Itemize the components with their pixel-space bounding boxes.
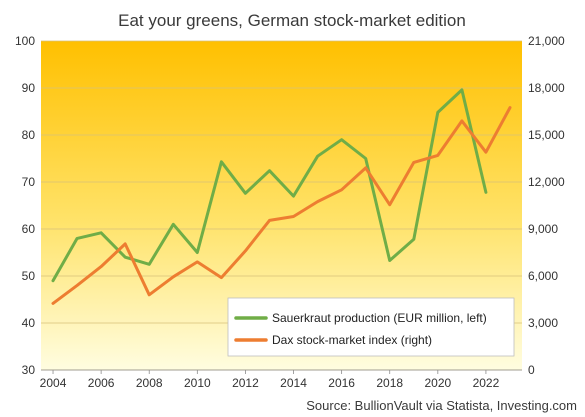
y-right-tick-label: 12,000 <box>528 175 565 189</box>
y-left-tick-label: 30 <box>22 363 36 377</box>
y-left-tick-label: 60 <box>22 222 36 236</box>
chart-title: Eat your greens, German stock-market edi… <box>118 11 466 30</box>
legend-label-dax: Dax stock-market index (right) <box>272 333 432 347</box>
legend-label-sauerkraut: Sauerkraut production (EUR million, left… <box>272 311 487 325</box>
y-right-tick-label: 0 <box>528 363 535 377</box>
x-tick-label: 2008 <box>136 376 163 390</box>
y-right-tick-label: 15,000 <box>528 128 565 142</box>
legend-box <box>227 297 515 357</box>
y-axis-right: 0 3,000 6,000 9,000 12,000 15,000 18,000 21,000 <box>528 34 565 377</box>
x-tick-label: 2022 <box>473 376 500 390</box>
x-tick-label: 2018 <box>376 376 403 390</box>
legend: Sauerkraut production (EUR million, left… <box>227 297 515 357</box>
x-tick-label: 2010 <box>184 376 211 390</box>
x-tick-label: 2020 <box>424 376 451 390</box>
y-left-tick-label: 70 <box>22 175 36 189</box>
y-right-tick-label: 21,000 <box>528 34 565 48</box>
x-axis: 2004 2006 2008 2010 2012 2014 2016 2018 2020 2022 <box>40 369 522 390</box>
y-axis-left: 30 40 50 60 70 80 90 100 <box>15 34 35 377</box>
source-note: Source: BullionVault via Statista, Inves… <box>306 398 577 413</box>
series-line-dax <box>51 106 512 305</box>
y-left-tick-label: 80 <box>22 128 36 142</box>
x-tick-label: 2006 <box>88 376 115 390</box>
y-right-tick-label: 9,000 <box>528 222 558 236</box>
x-tick-label: 2016 <box>328 376 355 390</box>
series-layer <box>51 88 512 305</box>
x-tick-label: 2014 <box>280 376 307 390</box>
x-tick-label: 2012 <box>232 376 259 390</box>
y-left-tick-label: 90 <box>22 81 36 95</box>
y-left-tick-label: 50 <box>22 269 36 283</box>
x-tick-label: 2004 <box>40 376 67 390</box>
y-right-tick-label: 3,000 <box>528 316 558 330</box>
y-right-tick-label: 6,000 <box>528 269 558 283</box>
y-left-tick-label: 40 <box>22 316 36 330</box>
y-right-tick-label: 18,000 <box>528 81 565 95</box>
y-left-tick-label: 100 <box>15 34 35 48</box>
